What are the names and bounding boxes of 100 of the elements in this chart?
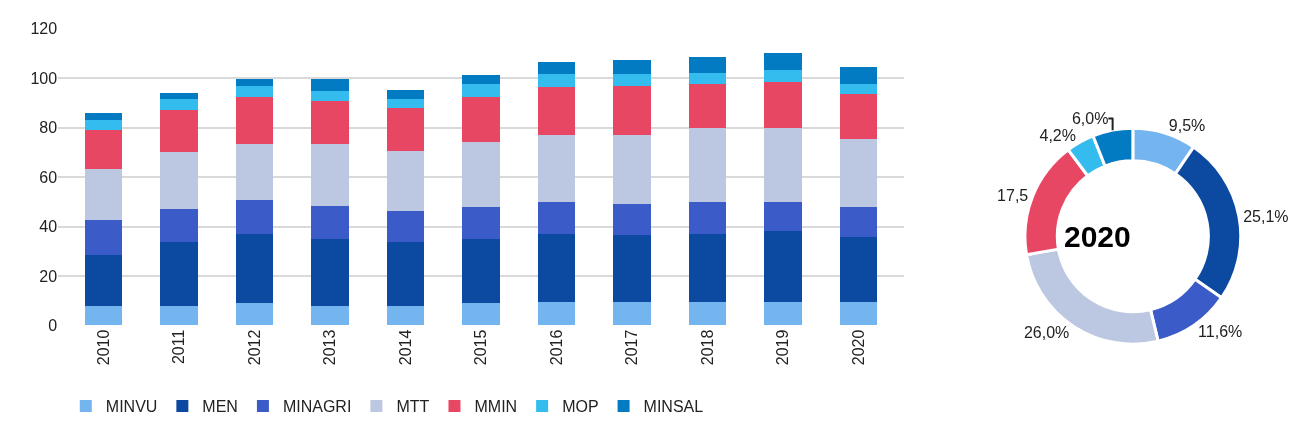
bar — [84, 129, 123, 170]
bar — [839, 206, 878, 238]
bar — [613, 74, 651, 87]
bar — [311, 305, 349, 326]
bar — [160, 209, 198, 243]
bar — [613, 301, 651, 326]
bar — [613, 134, 651, 204]
bar — [537, 74, 576, 88]
y-tick-label: 120 — [30, 20, 58, 38]
bar — [764, 81, 802, 129]
bar — [764, 201, 802, 232]
legend-label: MINSAL — [643, 398, 704, 416]
bar — [764, 69, 802, 82]
x-tick-label: 2010 — [94, 329, 112, 366]
bar — [688, 56, 727, 74]
y-tick-label: 20 — [39, 267, 58, 285]
x-tick-label: 2013 — [321, 329, 339, 366]
text: 2020 — [1064, 220, 1131, 253]
x-tick-label: 2020 — [849, 329, 867, 366]
y-tick-label: 80 — [39, 119, 58, 137]
bar — [462, 238, 500, 304]
bar — [235, 97, 274, 145]
bar — [688, 84, 727, 129]
x-tick-label: 2014 — [396, 329, 414, 366]
bar — [688, 128, 727, 202]
bar — [537, 301, 576, 326]
bar — [462, 97, 500, 142]
bar — [160, 152, 198, 210]
bar — [235, 303, 274, 326]
bar — [386, 305, 425, 326]
bar — [235, 234, 274, 304]
y-tick-label: 0 — [48, 317, 58, 335]
bar — [160, 110, 198, 153]
bar — [311, 100, 349, 145]
bar — [613, 234, 651, 302]
bar — [386, 210, 425, 243]
data-label: 11,6% — [1198, 322, 1243, 340]
bar — [839, 93, 878, 140]
bar — [537, 62, 576, 75]
bar — [537, 201, 576, 235]
bar — [839, 139, 878, 207]
legend-label: MMIN — [474, 398, 518, 416]
bar — [688, 201, 727, 235]
bar — [537, 87, 576, 135]
bar — [160, 99, 198, 111]
bar — [839, 237, 878, 302]
x-tick-label: 2011 — [170, 329, 188, 365]
bar — [84, 219, 123, 255]
bar — [613, 86, 651, 135]
bar — [462, 83, 500, 98]
y-tick-label: 60 — [39, 168, 58, 186]
bar — [84, 254, 123, 306]
bar — [764, 301, 802, 326]
data-label: 6,0% — [1071, 110, 1109, 128]
data-label: 9,5% — [1168, 116, 1206, 134]
bar — [311, 205, 349, 240]
legend-label: MEN — [202, 398, 238, 416]
bar — [462, 303, 500, 326]
x-tick-label: 2017 — [623, 329, 641, 366]
x-tick-label: 2016 — [547, 329, 565, 366]
bar — [839, 67, 878, 84]
bar — [84, 119, 123, 130]
bar — [84, 305, 123, 326]
bar — [235, 79, 274, 87]
bar — [688, 301, 727, 326]
legend-label: MTT — [396, 398, 430, 416]
bar — [386, 242, 425, 306]
bar — [311, 239, 349, 306]
bar — [386, 90, 425, 100]
data-label: 4,2% — [1039, 127, 1076, 145]
bar — [839, 83, 878, 94]
bar — [462, 141, 500, 207]
x-tick-label: 2012 — [245, 329, 263, 366]
bar — [613, 60, 651, 75]
bar — [462, 206, 500, 239]
x-tick-label: 2019 — [774, 329, 792, 366]
data-label: 25,1% — [1243, 207, 1289, 225]
bar — [311, 91, 349, 101]
bar — [386, 108, 425, 152]
bar — [235, 144, 274, 200]
y-tick-label: 40 — [39, 218, 58, 236]
bar — [688, 234, 727, 302]
bar — [84, 169, 123, 220]
bar — [537, 234, 576, 302]
x-tick-label: 2018 — [698, 329, 716, 366]
bar — [311, 79, 349, 92]
legend-label: MINAGRI — [282, 398, 352, 416]
bar — [764, 52, 802, 70]
bar — [613, 203, 651, 235]
bar — [764, 128, 802, 202]
bar — [537, 134, 576, 202]
bar — [386, 99, 425, 109]
bar — [84, 112, 123, 120]
bar — [235, 199, 274, 235]
legend-label: MINVU — [105, 398, 158, 416]
bar — [764, 231, 802, 302]
bar — [386, 151, 425, 211]
bar — [311, 144, 349, 206]
bar — [235, 86, 274, 98]
bar — [160, 242, 198, 306]
